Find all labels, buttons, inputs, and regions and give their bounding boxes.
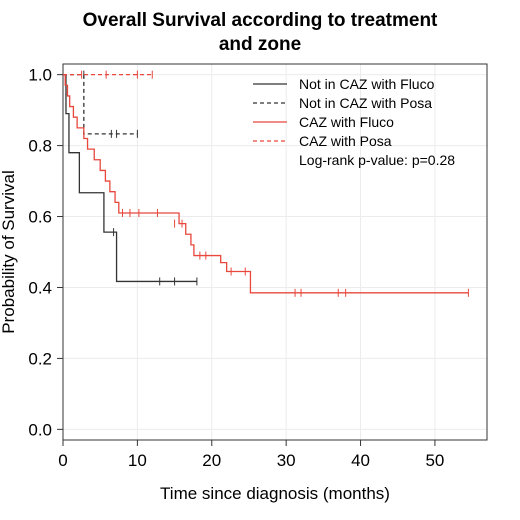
y-tick-label: 0.2 [28, 349, 52, 368]
log-rank-annotation: Log-rank p-value: p=0.28 [299, 152, 455, 168]
x-tick-label: 0 [58, 451, 67, 470]
plot-frame [62, 63, 488, 441]
y-tick-label: 0.4 [28, 278, 52, 297]
chart-title-line-2: and zone [218, 34, 302, 55]
legend-label: CAZ with Fluco [299, 114, 394, 130]
series-0 [63, 73, 198, 286]
survival-curve [63, 73, 138, 135]
y-tick-label: 1.0 [28, 66, 52, 85]
x-tick-label: 30 [277, 451, 296, 470]
legend-label: Not in CAZ with Fluco [299, 76, 435, 92]
y-tick-label: 0.0 [28, 420, 52, 439]
x-axis-label: Time since diagnosis (months) [160, 484, 390, 503]
series-2 [63, 73, 469, 297]
series-1 [63, 70, 138, 138]
series-layer [63, 70, 469, 297]
grid [62, 64, 487, 440]
y-axis-label: Probability of Survival [0, 170, 18, 333]
legend-label: CAZ with Posa [299, 133, 392, 149]
x-tick-label: 20 [202, 451, 221, 470]
y-tick-label: 0.6 [28, 208, 52, 227]
chart-title-line-1: Overall Survival according to treatment [82, 10, 438, 31]
y-tick-label: 0.8 [28, 137, 52, 156]
survival-curve [63, 73, 197, 283]
x-tick-label: 50 [425, 451, 444, 470]
axes: 0 10 20 30 40 50 0.0 0.2 0.4 0.6 0.8 1.0 [28, 66, 444, 470]
x-tick-label: 10 [128, 451, 147, 470]
legend: Not in CAZ with Fluco Not in CAZ with Pos… [253, 76, 435, 149]
legend-label: Not in CAZ with Posa [299, 95, 432, 111]
survival-curve [63, 73, 469, 294]
x-tick-label: 40 [351, 451, 370, 470]
series-3 [63, 70, 153, 79]
